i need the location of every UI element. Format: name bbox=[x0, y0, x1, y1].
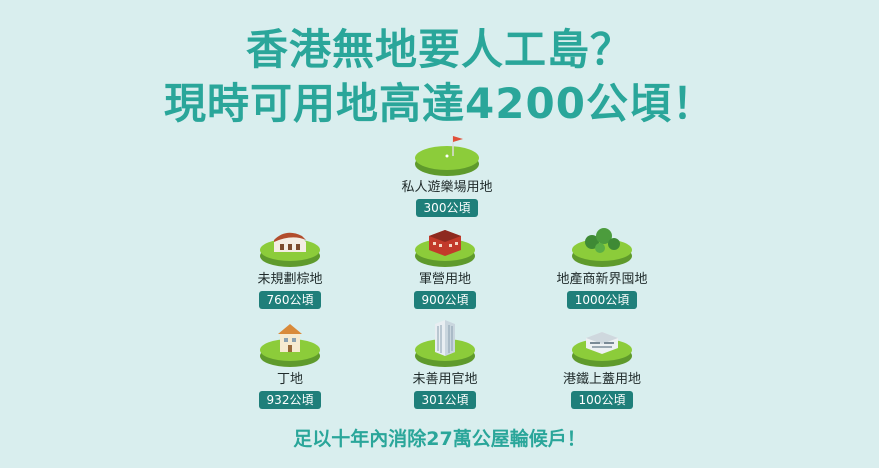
item-label: 未善用官地 bbox=[412, 372, 478, 387]
area-badge: 100公頃 bbox=[570, 391, 634, 409]
trees-land-icon bbox=[572, 228, 632, 267]
item-label: 港鐵上蓋用地 bbox=[562, 372, 641, 387]
land-item-brownfield: 未規劃棕地 760公頃 bbox=[200, 222, 380, 309]
area-badge: 301公頃 bbox=[413, 391, 477, 409]
item-label: 未規劃棕地 bbox=[257, 272, 323, 287]
area-badge: 932公頃 bbox=[258, 391, 322, 409]
land-item-developer-land: 地產商新界囤地 1000公頃 bbox=[512, 222, 692, 309]
item-label: 私人遊樂場用地 bbox=[401, 180, 493, 195]
area-badge: 1000公頃 bbox=[566, 291, 638, 309]
golf-course-icon bbox=[415, 136, 479, 176]
brownfield-warehouse-icon bbox=[260, 232, 320, 267]
area-badge: 760公頃 bbox=[258, 291, 322, 309]
area-badge: 300公頃 bbox=[415, 199, 479, 217]
area-badge: 900公頃 bbox=[413, 291, 477, 309]
footer-conclusion: 足以十年內消除27萬公屋輪候戶！ bbox=[293, 428, 586, 450]
headline-line-2: 現時可用地高達4200公頃！ bbox=[164, 79, 715, 128]
village-house-icon bbox=[260, 324, 320, 367]
item-label: 地產商新界囤地 bbox=[556, 272, 648, 287]
land-item-mtr-land: 港鐵上蓋用地 100公頃 bbox=[512, 322, 692, 409]
land-item-barracks: 軍營用地 900公頃 bbox=[355, 222, 535, 309]
land-item-private-recreation: 私人遊樂場用地 300公頃 bbox=[357, 130, 537, 217]
office-building-icon bbox=[415, 320, 475, 367]
land-item-ding-land: 丁地 932公頃 bbox=[200, 322, 380, 409]
mtr-depot-icon bbox=[572, 332, 632, 367]
land-item-government-land: 未善用官地 301公頃 bbox=[355, 318, 535, 409]
headline-line-1: 香港無地要人工島？ bbox=[245, 25, 633, 74]
barracks-icon bbox=[415, 230, 475, 267]
item-label: 丁地 bbox=[276, 372, 303, 387]
item-label: 軍營用地 bbox=[418, 272, 471, 287]
